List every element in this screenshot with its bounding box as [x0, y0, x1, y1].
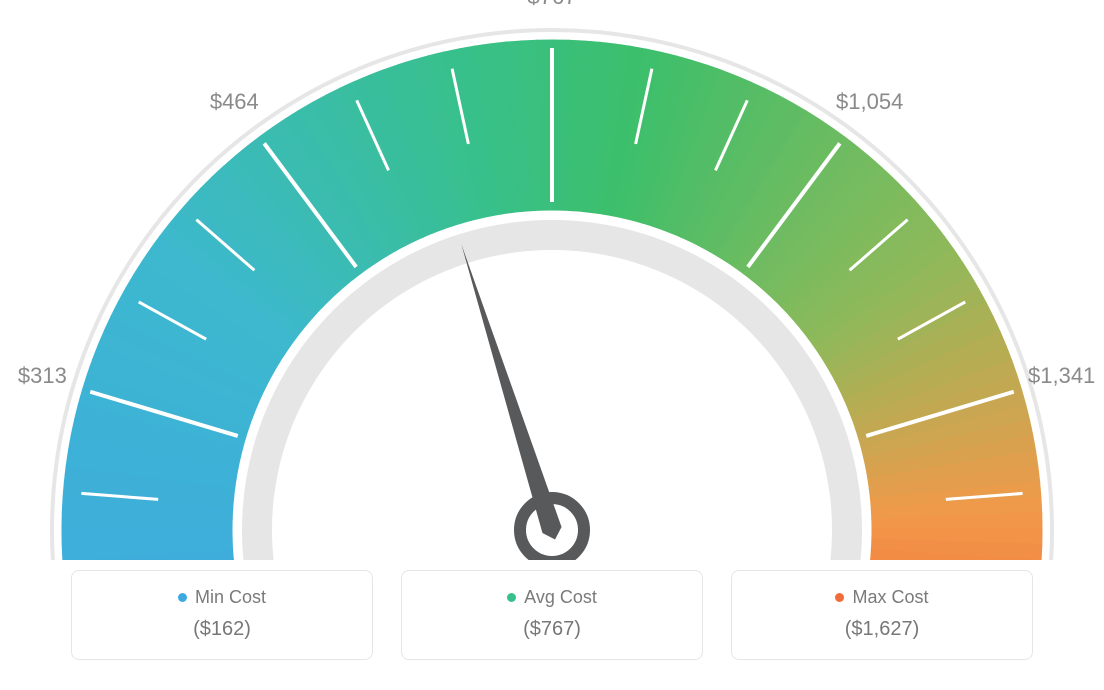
- legend-label-max-text: Max Cost: [852, 587, 928, 608]
- svg-text:$1,054: $1,054: [836, 89, 903, 114]
- gauge-svg: $162$313$464$767$1,054$1,341$1,627: [0, 0, 1104, 560]
- svg-text:$767: $767: [528, 0, 577, 9]
- svg-text:$313: $313: [18, 363, 67, 388]
- legend-card-avg: Avg Cost ($767): [401, 570, 703, 660]
- legend-value-avg: ($767): [402, 618, 702, 641]
- legend-card-max: Max Cost ($1,627): [731, 570, 1033, 660]
- legend-label-avg-text: Avg Cost: [524, 587, 597, 608]
- legend-card-min: Min Cost ($162): [71, 570, 373, 660]
- legend-value-min: ($162): [72, 618, 372, 641]
- legend-label-min-text: Min Cost: [195, 587, 266, 608]
- legend-dot-min: [178, 593, 187, 602]
- cost-gauge: $162$313$464$767$1,054$1,341$1,627: [0, 0, 1104, 560]
- legend-label-avg: Avg Cost: [402, 587, 702, 608]
- legend-dot-max: [835, 593, 844, 602]
- legend-row: Min Cost ($162) Avg Cost ($767) Max Cost…: [0, 570, 1104, 660]
- legend-value-max: ($1,627): [732, 618, 1032, 641]
- legend-label-max: Max Cost: [732, 587, 1032, 608]
- svg-text:$1,341: $1,341: [1028, 363, 1095, 388]
- legend-dot-avg: [507, 593, 516, 602]
- legend-label-min: Min Cost: [72, 587, 372, 608]
- svg-text:$464: $464: [210, 89, 259, 114]
